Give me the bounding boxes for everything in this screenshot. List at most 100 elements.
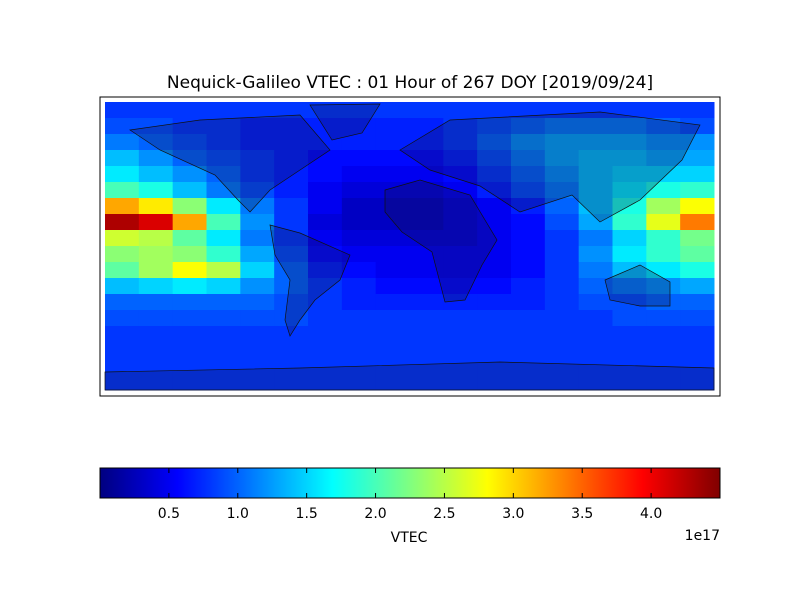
- heat-cell: [206, 262, 241, 279]
- heat-cell: [274, 294, 309, 311]
- heat-cell: [206, 326, 241, 343]
- heat-cell: [172, 150, 207, 167]
- heat-cell: [341, 294, 377, 311]
- heat-cell: [477, 262, 512, 279]
- land: [104, 361, 715, 391]
- heat-cell: [680, 358, 715, 375]
- heat-cell: [544, 150, 580, 167]
- heat-cell: [240, 102, 275, 119]
- heat-cell: [274, 198, 309, 215]
- colorbar-tick-label: 1.0: [227, 506, 249, 522]
- heat-cell: [308, 198, 343, 215]
- heat-cell: [443, 150, 478, 167]
- heat-cell: [341, 214, 377, 231]
- heat-cell: [409, 166, 444, 183]
- colorbar-tick-label: 4.0: [640, 506, 662, 522]
- heat-cell: [443, 102, 478, 119]
- heat-cell: [375, 198, 410, 215]
- heat-cell: [544, 358, 580, 375]
- colorbar-tick-label: 3.0: [502, 506, 524, 522]
- heat-cell: [341, 166, 377, 183]
- heat-cell: [680, 150, 715, 167]
- heat-cell: [409, 246, 444, 263]
- heat-cell: [172, 134, 207, 151]
- heat-cell: [105, 358, 140, 375]
- heat-cell: [240, 166, 275, 183]
- heat-cell: [308, 246, 343, 263]
- heat-cell: [274, 102, 309, 119]
- heat-cell: [341, 326, 377, 343]
- heat-cell: [511, 150, 546, 167]
- heat-cell: [375, 182, 410, 199]
- heat-cell: [612, 246, 647, 263]
- heat-cell: [612, 310, 647, 327]
- heat-cell: [105, 342, 140, 359]
- heat-cell: [612, 118, 647, 135]
- heat-cell: [680, 374, 715, 391]
- heat-cell: [646, 278, 681, 295]
- heat-cell: [612, 134, 647, 151]
- heat-cell: [511, 182, 546, 199]
- land: [129, 114, 331, 213]
- heat-cell: [138, 230, 174, 247]
- heat-cell: [341, 246, 377, 263]
- heat-cell: [341, 310, 377, 327]
- land: [309, 103, 381, 141]
- heat-cell: [240, 326, 275, 343]
- heat-cell: [680, 214, 715, 231]
- heat-cell: [206, 198, 241, 215]
- heat-cell: [375, 150, 410, 167]
- heat-cell: [308, 118, 343, 135]
- heat-cell: [138, 278, 174, 295]
- heat-cell: [172, 342, 207, 359]
- heat-cell: [646, 342, 681, 359]
- heat-cell: [105, 278, 140, 295]
- heat-cell: [206, 358, 241, 375]
- heat-cell: [544, 294, 580, 311]
- heat-cell: [443, 262, 478, 279]
- heat-cell: [138, 262, 174, 279]
- heat-cell: [274, 214, 309, 231]
- colorbar-label: VTEC: [391, 530, 428, 546]
- heat-cell: [680, 310, 715, 327]
- heat-cell: [375, 374, 410, 391]
- heat-cell: [409, 198, 444, 215]
- heat-cell: [578, 198, 613, 215]
- heat-cell: [511, 118, 546, 135]
- heat-cell: [544, 246, 580, 263]
- heat-cell: [138, 326, 174, 343]
- heat-cell: [612, 278, 647, 295]
- heat-cell: [206, 134, 241, 151]
- heat-cell: [612, 102, 647, 119]
- heat-cell: [544, 166, 580, 183]
- heat-cell: [680, 246, 715, 263]
- heat-cell: [578, 150, 613, 167]
- heat-cell: [511, 326, 546, 343]
- heat-cell: [375, 102, 410, 119]
- heat-cell: [578, 342, 613, 359]
- heat-cell: [105, 182, 140, 199]
- heat-cell: [544, 118, 580, 135]
- heat-cell: [612, 230, 647, 247]
- colorbar-tick-label: 2.5: [433, 506, 455, 522]
- heat-cell: [578, 358, 613, 375]
- heat-cell: [240, 134, 275, 151]
- heat-cell: [646, 262, 681, 279]
- heat-cell: [172, 310, 207, 327]
- heat-cell: [680, 166, 715, 183]
- heat-cell: [240, 374, 275, 391]
- coastlines: [104, 103, 715, 391]
- map-frame: [99, 96, 721, 397]
- heat-cell: [409, 214, 444, 231]
- heat-cell: [172, 230, 207, 247]
- heat-cell: [274, 246, 309, 263]
- colorbar-tick-label: 2.0: [364, 506, 386, 522]
- heat-cell: [409, 262, 444, 279]
- heat-cell: [172, 294, 207, 311]
- heat-cell: [308, 310, 343, 327]
- heat-cell: [612, 182, 647, 199]
- heat-cell: [511, 102, 546, 119]
- heat-cell: [646, 230, 681, 247]
- heat-cell: [511, 358, 546, 375]
- heat-cell: [341, 150, 377, 167]
